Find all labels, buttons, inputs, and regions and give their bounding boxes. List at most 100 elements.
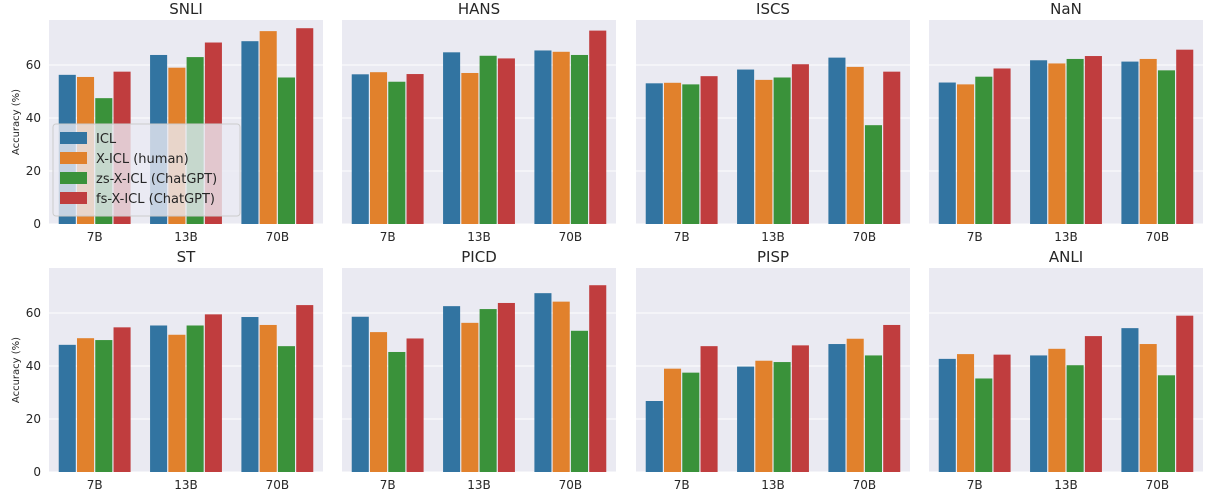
bar-fs-x-icl-chatgpt--7b [406,74,424,224]
panel-title: HANS [458,0,500,18]
bar-x-icl-human--70b [552,301,570,472]
bar-x-icl-human--7b [957,84,975,225]
x-tick-label: 7B [674,478,690,492]
bar-zs-x-icl-chatgpt--13b [773,362,791,472]
x-tick-label: 70B [853,230,877,244]
plot-area [929,20,1203,224]
legend-box [52,123,241,217]
x-tick-label: 13B [1054,478,1078,492]
y-tick-label: 0 [33,465,41,479]
panel-title: ST [177,248,197,266]
panel-title: NaN [1050,0,1082,18]
bar-icl-70b [1121,61,1139,225]
x-tick-label: 70B [559,478,583,492]
y-tick-label: 40 [26,111,41,125]
bar-zs-x-icl-chatgpt--70b [864,355,882,472]
x-tick-label: 70B [266,230,290,244]
x-tick-label: 7B [967,230,983,244]
plot-area [929,268,1203,472]
bar-fs-x-icl-chatgpt--70b [296,305,314,472]
y-tick-label: 40 [26,359,41,373]
y-tick-label: 60 [26,306,41,320]
bar-zs-x-icl-chatgpt--13b [186,325,204,472]
bar-fs-x-icl-chatgpt--70b [589,285,607,472]
bar-zs-x-icl-chatgpt--70b [570,330,588,472]
x-tick-label: 7B [967,478,983,492]
bar-fs-x-icl-chatgpt--7b [113,327,131,472]
bar-x-icl-human--70b [259,31,277,224]
bar-x-icl-human--70b [552,51,570,224]
bar-fs-x-icl-chatgpt--70b [1176,315,1194,472]
bar-x-icl-human--7b [957,354,975,472]
bar-x-icl-human--13b [461,72,479,224]
legend-label: X-ICL (human) [96,152,189,167]
panel-pisp: PISP 7B 13B 70B [636,248,910,492]
plot-area [342,268,616,472]
x-tick-label: 7B [87,478,103,492]
bar-fs-x-icl-chatgpt--70b [883,71,901,224]
legend-swatch [60,172,87,184]
bar-x-icl-human--7b [664,82,682,224]
y-tick-label: 60 [26,58,41,72]
bar-zs-x-icl-chatgpt--70b [1157,375,1175,472]
bar-x-icl-human--7b [370,332,388,472]
bar-icl-7b [351,316,369,472]
y-axis-label: Accuracy (%) [11,337,22,403]
x-tick-label: 13B [761,230,785,244]
bar-zs-x-icl-chatgpt--13b [479,309,497,472]
bar-icl-70b [534,293,552,472]
legend-swatch [60,152,87,164]
legend-swatch [60,192,87,204]
bar-fs-x-icl-chatgpt--7b [406,338,424,472]
bar-x-icl-human--70b [259,324,277,472]
bar-icl-70b [241,41,259,224]
bar-zs-x-icl-chatgpt--13b [479,55,497,224]
y-axis-label: Accuracy (%) [11,89,22,155]
bar-x-icl-human--13b [168,334,186,472]
bar-icl-13b [1030,60,1048,225]
y-tick-label: 20 [26,412,41,426]
bar-x-icl-human--7b [370,72,388,225]
bar-fs-x-icl-chatgpt--7b [700,346,718,472]
x-tick-label: 13B [467,230,491,244]
legend: ICL X-ICL (human) zs-X-ICL (ChatGPT) fs-X-I… [52,123,241,217]
bar-icl-7b [645,400,663,472]
bar-icl-13b [737,69,755,225]
bar-zs-x-icl-chatgpt--13b [1066,365,1084,472]
x-tick-label: 70B [853,478,877,492]
panel-title: PISP [757,248,789,266]
panel-anli: ANLI 7B 13B 70B [929,248,1203,492]
bar-zs-x-icl-chatgpt--7b [388,81,406,224]
bar-icl-70b [828,344,846,472]
x-tick-label: 13B [467,478,491,492]
panel-nan: NaN 7B 13B 70B [929,0,1203,244]
plot-area [342,20,616,224]
bar-icl-7b [938,358,956,472]
x-tick-label: 7B [380,478,396,492]
legend-swatch [60,132,87,144]
bar-zs-x-icl-chatgpt--70b [277,77,295,224]
x-tick-label: 13B [174,230,198,244]
bar-x-icl-human--7b [77,338,95,472]
bar-zs-x-icl-chatgpt--7b [388,351,406,472]
bar-zs-x-icl-chatgpt--7b [682,84,700,225]
legend-label: ICL [96,132,117,147]
panel-hans: HANS 7B 13B 70B [342,0,616,244]
bar-fs-x-icl-chatgpt--7b [700,76,718,225]
bar-icl-7b [938,82,956,224]
bar-zs-x-icl-chatgpt--70b [864,125,882,224]
bar-icl-13b [1030,355,1048,472]
bar-zs-x-icl-chatgpt--7b [975,378,993,472]
panel-iscs: ISCS 7B 13B 70B [636,0,910,244]
x-tick-label: 7B [380,230,396,244]
bar-fs-x-icl-chatgpt--70b [883,324,901,472]
x-tick-label: 13B [761,478,785,492]
panel-st: ST 7B 13B 70B 0 20 40 60 Accuracy (%) [11,248,323,492]
x-tick-label: 7B [87,230,103,244]
plot-area [49,268,323,472]
bar-x-icl-human--70b [846,338,864,472]
y-tick-label: 20 [26,164,41,178]
x-tick-label: 70B [1146,478,1170,492]
panel-title: PICD [461,248,497,266]
